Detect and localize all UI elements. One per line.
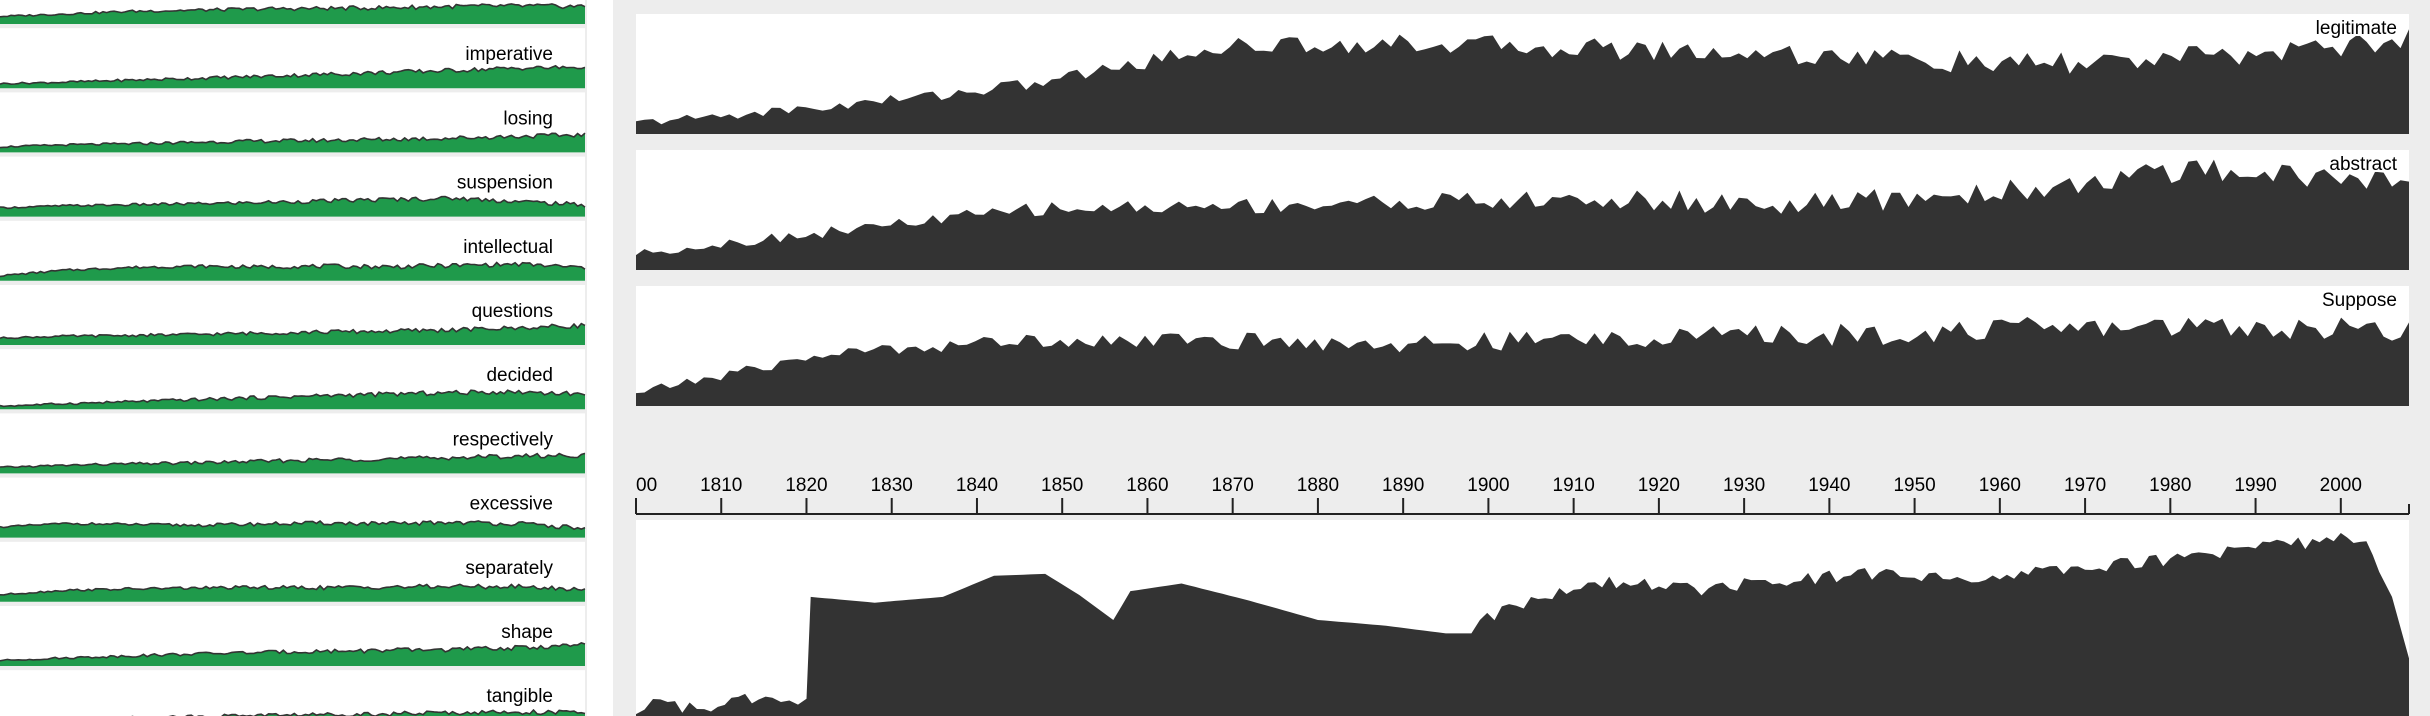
sparkline-row-losing[interactable]: losing <box>0 92 586 153</box>
sparkline-label: Suppose <box>478 0 553 1</box>
sparkline-row-tangible[interactable]: tangible <box>0 670 586 716</box>
sparkline-line <box>0 389 586 408</box>
axis-tick-label: 1870 <box>1212 475 1254 496</box>
sparkline-row-excessive[interactable]: excessive <box>0 477 586 538</box>
detail-panel-svg: legitimate abstract Suppose 00 1810 1820 1830 1… <box>635 14 2410 716</box>
sparkline-area <box>0 133 585 153</box>
sparkline-list-svg: Suppose imperative losing suspension intelle… <box>0 0 586 716</box>
sparkline-row-shape[interactable]: shape <box>0 606 586 666</box>
axis-tick-label: 1860 <box>1126 475 1168 496</box>
sparkline-line <box>0 64 586 86</box>
sparkline-label: excessive <box>470 494 553 515</box>
sparkline-row-questions[interactable]: questions <box>0 285 586 345</box>
sparkline-row-respectively[interactable]: respectively <box>0 413 586 474</box>
axis-tick-label: 00 <box>636 475 657 496</box>
sparkline-row-decided[interactable]: decided <box>0 349 586 410</box>
sparkline-area <box>0 323 585 345</box>
aggregate-area <box>636 533 2409 716</box>
sparkline-line <box>0 132 586 149</box>
sparkline-label: decided <box>486 365 553 386</box>
axis-tick-label: 1880 <box>1297 475 1339 496</box>
sparkline-label: tangible <box>486 686 553 707</box>
sparkline-label: questions <box>472 301 553 322</box>
word-area <box>636 29 2409 134</box>
sparkline-label: suspension <box>457 173 553 194</box>
word-panel-label: abstract <box>2329 154 2397 175</box>
sparkline-row-suppose[interactable]: Suppose <box>0 0 586 25</box>
axis-tick-label: 2000 <box>2320 475 2362 496</box>
sparkline-area <box>0 3 585 25</box>
sparkline-line <box>0 642 586 662</box>
sparkline-area <box>0 584 585 602</box>
sparkline-line <box>0 519 586 531</box>
sparkline-line <box>0 195 586 210</box>
sparkline-row-separately[interactable]: separately <box>0 541 586 602</box>
sparkline-label: intellectual <box>463 237 553 258</box>
detail-panel: legitimate abstract Suppose 00 1810 1820 1830 1… <box>613 0 2430 716</box>
sparkline-line <box>0 322 586 340</box>
sparkline-line <box>0 3 586 18</box>
column-divider <box>587 0 613 716</box>
axis-tick-label: 1950 <box>1893 475 1935 496</box>
word-sparkline-list: Suppose imperative losing suspension intelle… <box>0 0 587 716</box>
sparkline-label: imperative <box>465 44 553 65</box>
time-axis: 00 1810 1820 1830 1840 1850 1860 1870 1880 1890 19… <box>635 475 2410 515</box>
sparkline-label: separately <box>465 558 553 579</box>
word-panel-label: legitimate <box>2316 18 2397 39</box>
axis-tick-label: 1960 <box>1979 475 2021 496</box>
axis-tick-label: 1990 <box>2234 475 2276 496</box>
axis-tick-label: 1890 <box>1382 475 1424 496</box>
axis-tick-label: 1920 <box>1638 475 1680 496</box>
sparkline-line <box>0 583 586 596</box>
sparkline-label: respectively <box>453 429 554 450</box>
word-area <box>636 317 2409 406</box>
sparkline-label: losing <box>503 108 553 129</box>
axis-tick-label: 1980 <box>2149 475 2191 496</box>
word-panel-abstract[interactable]: abstract <box>636 150 2409 270</box>
axis-tick-label: 1940 <box>1808 475 1850 496</box>
sparkline-line <box>0 452 586 469</box>
word-panel-legitimate[interactable]: legitimate <box>636 14 2409 134</box>
sparkline-line <box>0 261 586 278</box>
sparkline-area <box>0 65 585 89</box>
aggregate-panel <box>636 520 2409 716</box>
sparkline-area <box>0 642 585 666</box>
sparkline-area <box>0 262 585 281</box>
sparkline-area <box>0 196 585 217</box>
axis-tick-label: 1900 <box>1467 475 1509 496</box>
axis-tick-label: 1910 <box>1553 475 1595 496</box>
axis-tick-label: 1830 <box>871 475 913 496</box>
sparkline-row-imperative[interactable]: imperative <box>0 28 586 89</box>
axis-tick-label: 1850 <box>1041 475 1083 496</box>
sparkline-background <box>0 670 585 716</box>
word-panel-suppose[interactable]: Suppose <box>636 286 2409 406</box>
sparkline-area <box>0 390 585 410</box>
axis-tick-label: 1970 <box>2064 475 2106 496</box>
word-area <box>636 159 2409 270</box>
sparkline-area <box>0 453 585 474</box>
axis-tick-label: 1930 <box>1723 475 1765 496</box>
sparkline-label: shape <box>501 622 553 643</box>
word-panel-label: Suppose <box>2322 290 2397 311</box>
sparkline-row-suspension[interactable]: suspension <box>0 156 586 217</box>
axis-tick-label: 1820 <box>785 475 827 496</box>
axis-tick-label: 1840 <box>956 475 998 496</box>
sparkline-line <box>131 708 586 716</box>
sparkline-row-intellectual[interactable]: intellectual <box>0 220 586 281</box>
axis-tick-label: 1810 <box>700 475 742 496</box>
